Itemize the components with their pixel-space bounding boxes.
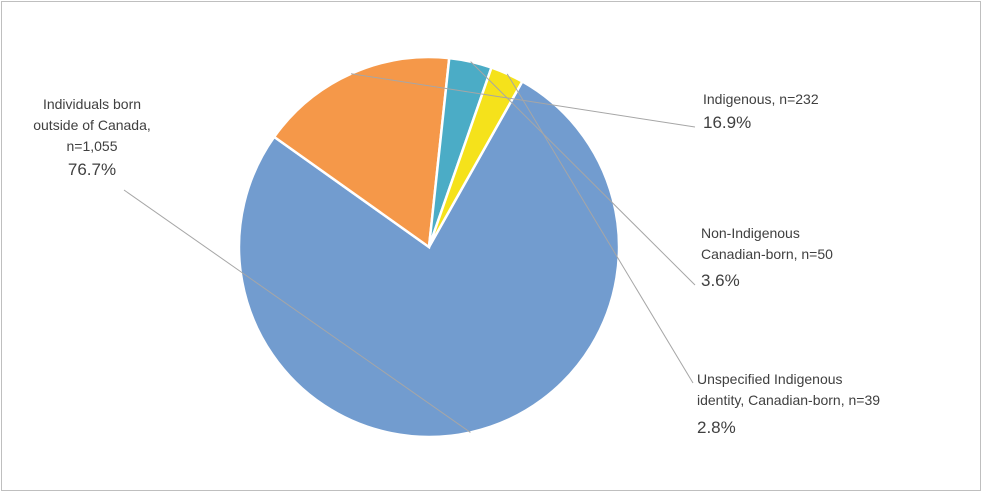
leader-line-3 xyxy=(470,61,696,286)
slice-label-1-line-2: outside of Canada, xyxy=(33,117,151,133)
leader-line-1 xyxy=(123,189,471,433)
slice-percent-4: 2.8% xyxy=(697,418,736,437)
slice-label-2-line-1: Indigenous, n=232 xyxy=(703,91,819,107)
slice-percent-1: 76.7% xyxy=(68,160,116,179)
slice-percent-2: 16.9% xyxy=(703,113,751,132)
slice-percent-3: 3.6% xyxy=(701,271,740,290)
pie-slice-2 xyxy=(272,55,451,250)
data-labels: Individuals born outside of Canada, n=1,05… xyxy=(33,91,880,437)
leader-line-4 xyxy=(506,73,694,384)
pie-slices xyxy=(237,55,621,439)
slice-label-4-line-2: identity, Canadian-born, n=39 xyxy=(697,392,880,408)
slice-label-1-line-1: Individuals born xyxy=(43,96,141,112)
slice-label-3-line-1: Non-Indigenous xyxy=(701,225,800,241)
slice-label-4-line-1: Unspecified Indigenous xyxy=(697,371,843,387)
slice-label-1-line-3: n=1,055 xyxy=(67,138,118,154)
leader-lines xyxy=(123,61,696,433)
slice-label-3-line-2: Canadian-born, n=50 xyxy=(701,246,833,262)
